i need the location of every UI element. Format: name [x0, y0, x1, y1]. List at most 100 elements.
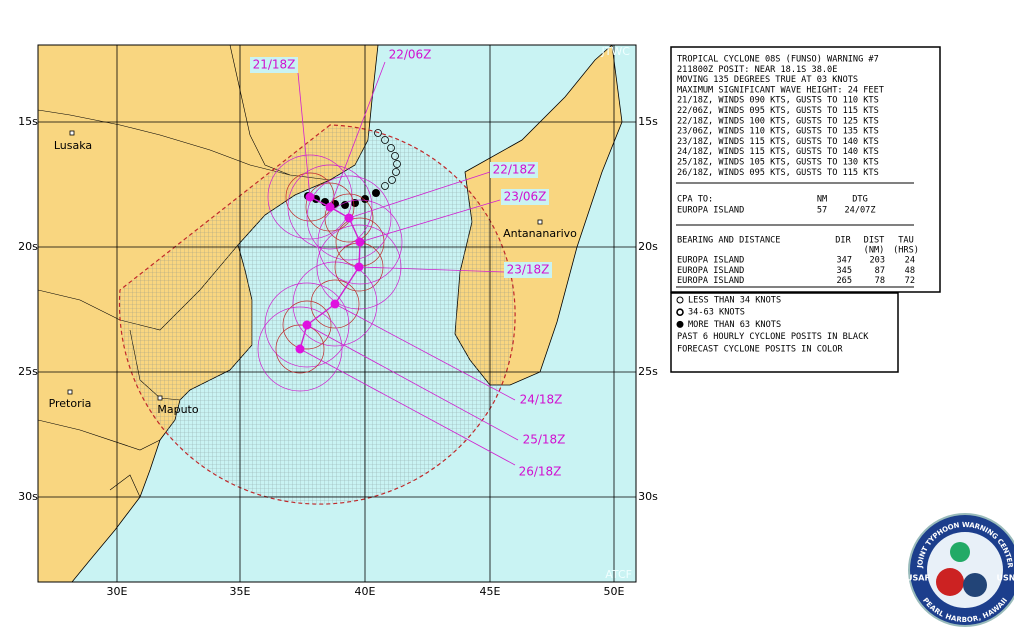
map	[38, 45, 636, 582]
bearing-cell: 265	[836, 276, 852, 286]
lon-label: 40E	[355, 585, 376, 598]
lon-label: 30E	[107, 585, 128, 598]
leader-line	[299, 348, 516, 466]
past-posit-weak	[392, 168, 400, 176]
lat-label: 30s	[638, 490, 658, 503]
warning-box	[670, 46, 941, 293]
label-bg	[516, 464, 564, 480]
city-label: Pretoria	[49, 397, 92, 410]
graticule	[38, 45, 636, 582]
cpa-header: CPA TO:	[677, 195, 713, 205]
corner-label: ATCF	[605, 568, 632, 581]
jtwc-logo: JOINT TYPHOON WARNING CENTER PEARL HARBO…	[906, 513, 1014, 627]
past-posit-strong	[361, 195, 369, 203]
warning-line: 25/18Z, WINDS 105 KTS, GUSTS TO 130 KTS	[677, 158, 879, 168]
label-bg	[386, 47, 434, 63]
wind-radius-outer	[292, 261, 378, 347]
wind-radius-outer	[257, 306, 343, 392]
cpa-header: DTG	[852, 195, 868, 205]
legend-text: MORE THAN 63 KNOTS	[688, 320, 781, 330]
wind-radius-inner	[310, 279, 360, 329]
bearing-header: DIST	[864, 236, 885, 246]
wind-radius-outer	[264, 282, 350, 368]
wind-radius-outer	[287, 164, 373, 250]
wind-radius-inner	[275, 324, 325, 374]
warning-line: 211800Z POSIT: NEAR 18.1S 38.0E	[677, 65, 837, 75]
bearing-cell: EUROPA ISLAND	[677, 266, 744, 276]
warning-line: 23/18Z, WINDS 115 KTS, GUSTS TO 140 KTS	[677, 137, 879, 147]
warning-text: TROPICAL CYCLONE 08S (FUNSO) WARNING #72…	[676, 55, 919, 354]
forecast-label: 26/18Z	[519, 465, 562, 479]
map-frame	[37, 44, 637, 583]
leader-line	[329, 61, 386, 208]
bearing-cell: 87	[875, 266, 885, 276]
warning-line: TROPICAL CYCLONE 08S (FUNSO) WARNING #7	[677, 55, 879, 65]
legend-text: FORECAST CYCLONE POSITS IN COLOR	[677, 344, 843, 354]
past-posit-strong	[372, 189, 380, 197]
wind-radius-inner	[324, 193, 374, 243]
bearing-header: BEARING AND DISTANCE	[677, 236, 780, 246]
past-posit-strong	[341, 201, 349, 209]
lat-label: 20s	[18, 240, 38, 253]
warning-line: 23/06Z, WINDS 110 KTS, GUSTS TO 135 KTS	[677, 127, 879, 137]
bearing-subheader: (NM)	[864, 246, 885, 256]
legend-symbol	[676, 296, 684, 304]
cpa-cell: 24/07Z	[844, 206, 875, 216]
bearing-cell: 78	[875, 276, 885, 286]
forecast-label: 23/18Z	[507, 263, 550, 277]
forecast-label: 21/18Z	[253, 58, 296, 72]
legend-text: LESS THAN 34 KNOTS	[688, 296, 781, 306]
lat-label: 15s	[18, 115, 38, 128]
logo-text: USN	[997, 574, 1014, 583]
danger-area	[118, 124, 516, 505]
legend-symbol	[676, 308, 684, 317]
bearing-header: TAU	[898, 236, 914, 246]
leader-line	[358, 266, 506, 273]
leader-line	[348, 171, 491, 219]
warning-line: 22/18Z, WINDS 100 KTS, GUSTS TO 125 KTS	[677, 116, 879, 126]
legend-text: 34-63 KNOTS	[688, 308, 745, 318]
leader-line	[334, 303, 516, 401]
bearing-subheader: (HRS)	[893, 246, 919, 256]
bearing-cell: 72	[905, 276, 915, 286]
past-posit-weak	[381, 182, 389, 190]
bearing-cell: EUROPA ISLAND	[677, 276, 744, 286]
wind-radius-inner	[305, 182, 355, 232]
bearing-cell: 203	[869, 256, 885, 266]
leader-line	[297, 72, 311, 198]
warning-line: MOVING 135 DEGREES TRUE AT 03 KNOTS	[677, 75, 858, 85]
wind-radius-outer	[306, 175, 392, 261]
warning-line: MAXIMUM SIGNIFICANT WAVE HEIGHT: 24 FEET	[677, 85, 884, 95]
logo-text: USAF	[906, 574, 930, 583]
lon-label: 35E	[230, 585, 251, 598]
lat-label: 20s	[638, 240, 658, 253]
lon-label: 45E	[480, 585, 501, 598]
forecast-label: 22/18Z	[493, 163, 536, 177]
lat-label: 30s	[18, 490, 38, 503]
leader-line	[359, 199, 501, 243]
warning-line: 22/06Z, WINDS 095 KTS, GUSTS TO 115 KTS	[677, 106, 879, 116]
label-bg	[501, 189, 549, 205]
cpa-header: NM	[817, 195, 827, 205]
city-label: Maputo	[157, 403, 198, 416]
forecast-label: 22/06Z	[389, 48, 432, 62]
bearing-cell: EUROPA ISLAND	[677, 256, 744, 266]
bearing-cell: 48	[905, 266, 915, 276]
label-bg	[520, 432, 568, 448]
city-label: Antananarivo	[503, 227, 577, 240]
lat-label: 15s	[638, 115, 658, 128]
corner-label: JTWC	[600, 45, 630, 58]
city-marker	[69, 130, 75, 136]
cpa-cell: EUROPA ISLAND	[677, 206, 744, 216]
bearing-cell: 24	[905, 256, 915, 266]
legend-text: PAST 6 HOURLY CYCLONE POSITS IN BLACK	[677, 332, 869, 342]
past-posit-weak	[388, 176, 396, 184]
warning-line: 26/18Z, WINDS 095 KTS, GUSTS TO 115 KTS	[677, 168, 879, 178]
cpa-cell: 57	[817, 206, 827, 216]
bearing-header: DIR	[835, 236, 851, 246]
leader-line	[306, 324, 519, 441]
forecast-label: 23/06Z	[504, 190, 547, 204]
forecast-label: 25/18Z	[523, 433, 566, 447]
